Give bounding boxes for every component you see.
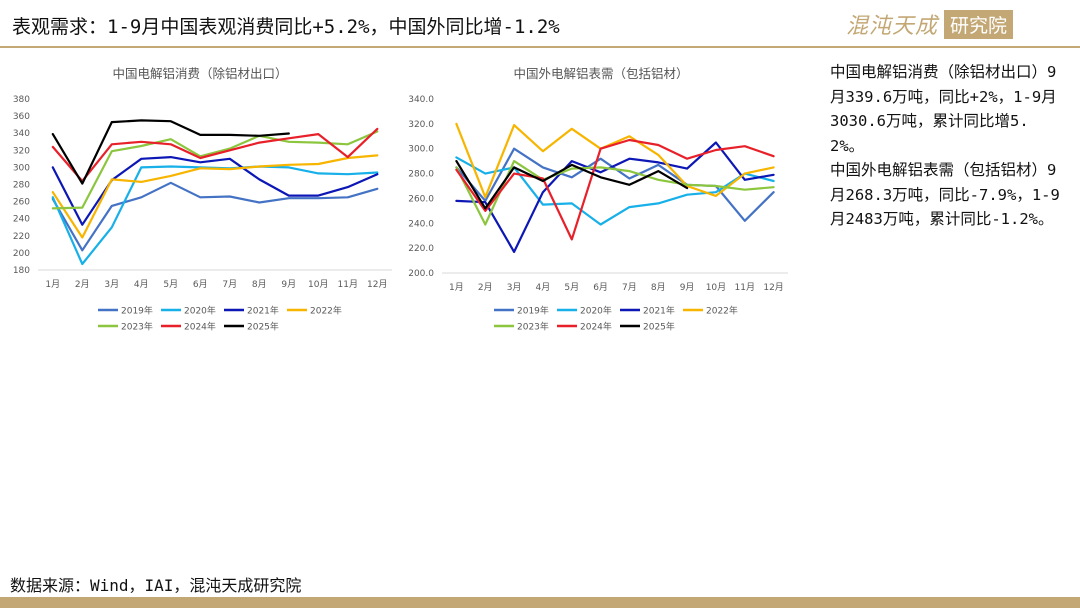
legend-label: 2022年	[310, 305, 342, 317]
x-tick-label: 9月	[680, 282, 695, 293]
x-tick-label: 8月	[252, 279, 267, 290]
y-tick-label: 340.0	[408, 95, 434, 105]
x-tick-label: 7月	[222, 279, 237, 290]
legend-label: 2025年	[247, 321, 279, 333]
x-tick-label: 12月	[763, 282, 783, 293]
x-tick-label: 3月	[507, 282, 522, 293]
y-tick-label: 220	[13, 232, 30, 242]
x-tick-label: 12月	[367, 279, 387, 290]
y-tick-label: 180	[13, 266, 30, 276]
title-rule	[0, 46, 1080, 48]
x-tick-label: 1月	[45, 279, 60, 290]
series-line-2022年	[455, 122, 775, 199]
footer-bar	[0, 597, 1080, 608]
legend-label: 2021年	[247, 305, 279, 317]
x-tick-label: 3月	[104, 279, 119, 290]
series-line-2025年	[51, 119, 290, 185]
series-line-2024年	[455, 138, 775, 241]
series-line-2023年	[455, 160, 775, 226]
y-tick-label: 320	[13, 146, 30, 156]
series-line-2020年	[51, 165, 379, 266]
china-consumption-chart: 中国电解铝消费（除铝材出口） 180 200 220 240 260 280 300 320 34…	[0, 58, 400, 340]
summary-text: 中国电解铝消费（除铝材出口）9月339.6万吨，同比+2%，1-9月3030.6…	[830, 60, 1062, 232]
x-tick-label: 11月	[735, 282, 755, 293]
legend-label: 2022年	[706, 305, 738, 317]
x-tick-label: 5月	[163, 279, 178, 290]
legend-label: 2019年	[121, 305, 153, 317]
summary-paragraph-overseas: 中国外电解铝表需（包括铝材）9月268.3万吨，同比-7.9%，1-9月2483…	[830, 161, 1060, 228]
y-tick-label: 340	[13, 129, 30, 139]
legend-label: 2023年	[121, 321, 153, 333]
x-tick-label: 10月	[706, 282, 726, 293]
chart-svg: 中国外电解铝表需（包括铝材） 200.0 220.0 240.0 260.0 280.0 3…	[408, 66, 788, 333]
legend-label: 2020年	[580, 305, 612, 317]
x-tick-label: 5月	[564, 282, 579, 293]
x-tick-label: 4月	[536, 282, 551, 293]
summary-paragraph-china: 中国电解铝消费（除铝材出口）9月339.6万吨，同比+2%，1-9月3030.6…	[830, 63, 1057, 155]
chart-title: 中国电解铝消费（除铝材出口）	[112, 66, 287, 81]
y-tick-label: 280	[13, 181, 30, 191]
y-tick-label: 200.0	[408, 269, 434, 279]
y-tick-label: 360	[13, 112, 30, 122]
x-tick-label: 6月	[193, 279, 208, 290]
x-tick-label: 1月	[449, 282, 464, 293]
legend-label: 2020年	[184, 305, 216, 317]
series-line-2020年	[455, 156, 775, 226]
x-tick-label: 9月	[281, 279, 296, 290]
y-tick-label: 280.0	[408, 170, 434, 180]
x-tick-label: 7月	[622, 282, 637, 293]
x-tick-label: 6月	[593, 282, 608, 293]
x-tick-label: 2月	[75, 279, 90, 290]
legend-label: 2025年	[643, 321, 675, 333]
y-tick-label: 300	[13, 163, 30, 173]
series-line-2022年	[51, 154, 379, 239]
legend-label: 2021年	[643, 305, 675, 317]
overseas-demand-chart: 中国外电解铝表需（包括铝材） 200.0 220.0 240.0 260.0 280.0 3…	[398, 58, 808, 340]
series-line-2023年	[51, 130, 379, 210]
y-tick-label: 240.0	[408, 219, 434, 229]
x-tick-label: 8月	[651, 282, 666, 293]
y-tick-label: 380	[13, 95, 30, 105]
series-line-2019年	[51, 181, 379, 252]
y-tick-label: 260.0	[408, 194, 434, 204]
chart-title: 中国外电解铝表需（包括铝材）	[513, 66, 688, 81]
y-tick-label: 200	[13, 249, 30, 259]
legend-label: 2019年	[517, 305, 549, 317]
y-tick-label: 220.0	[408, 244, 434, 254]
x-tick-label: 2月	[478, 282, 493, 293]
brand-box: 研究院	[944, 9, 1014, 39]
x-tick-label: 4月	[134, 279, 149, 290]
source-note: 数据来源：Wind，IAI，混沌天成研究院	[10, 576, 302, 595]
x-tick-label: 11月	[338, 279, 358, 290]
chart-svg: 中国电解铝消费（除铝材出口） 180 200 220 240 260 280 300 320 34…	[13, 66, 392, 333]
y-tick-label: 260	[13, 198, 30, 208]
page-title: 表观需求：1-9月中国表观消费同比+5.2%，中国外同比增-1.2%	[12, 16, 560, 38]
y-tick-label: 320.0	[408, 120, 434, 130]
series-line-2024年	[51, 127, 379, 183]
brand-logo: 混沌天成 研究院	[846, 6, 1060, 42]
y-tick-label: 240	[13, 215, 30, 225]
legend-label: 2024年	[580, 321, 612, 333]
legend-label: 2023年	[517, 321, 549, 333]
brand-name: 混沌天成	[846, 14, 939, 39]
x-tick-label: 10月	[308, 279, 328, 290]
series-line-2025年	[455, 160, 689, 210]
legend-label: 2024年	[184, 321, 216, 333]
y-tick-label: 300.0	[408, 145, 434, 155]
